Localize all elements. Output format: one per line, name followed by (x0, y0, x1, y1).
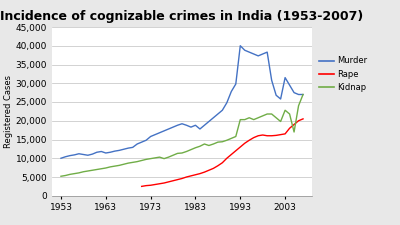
Y-axis label: Registered Cases: Registered Cases (4, 75, 13, 148)
Title: Incidence of cognizable crimes in India (1953-2007): Incidence of cognizable crimes in India … (0, 10, 364, 23)
Legend: Murder, Rape, Kidnap: Murder, Rape, Kidnap (319, 56, 367, 92)
